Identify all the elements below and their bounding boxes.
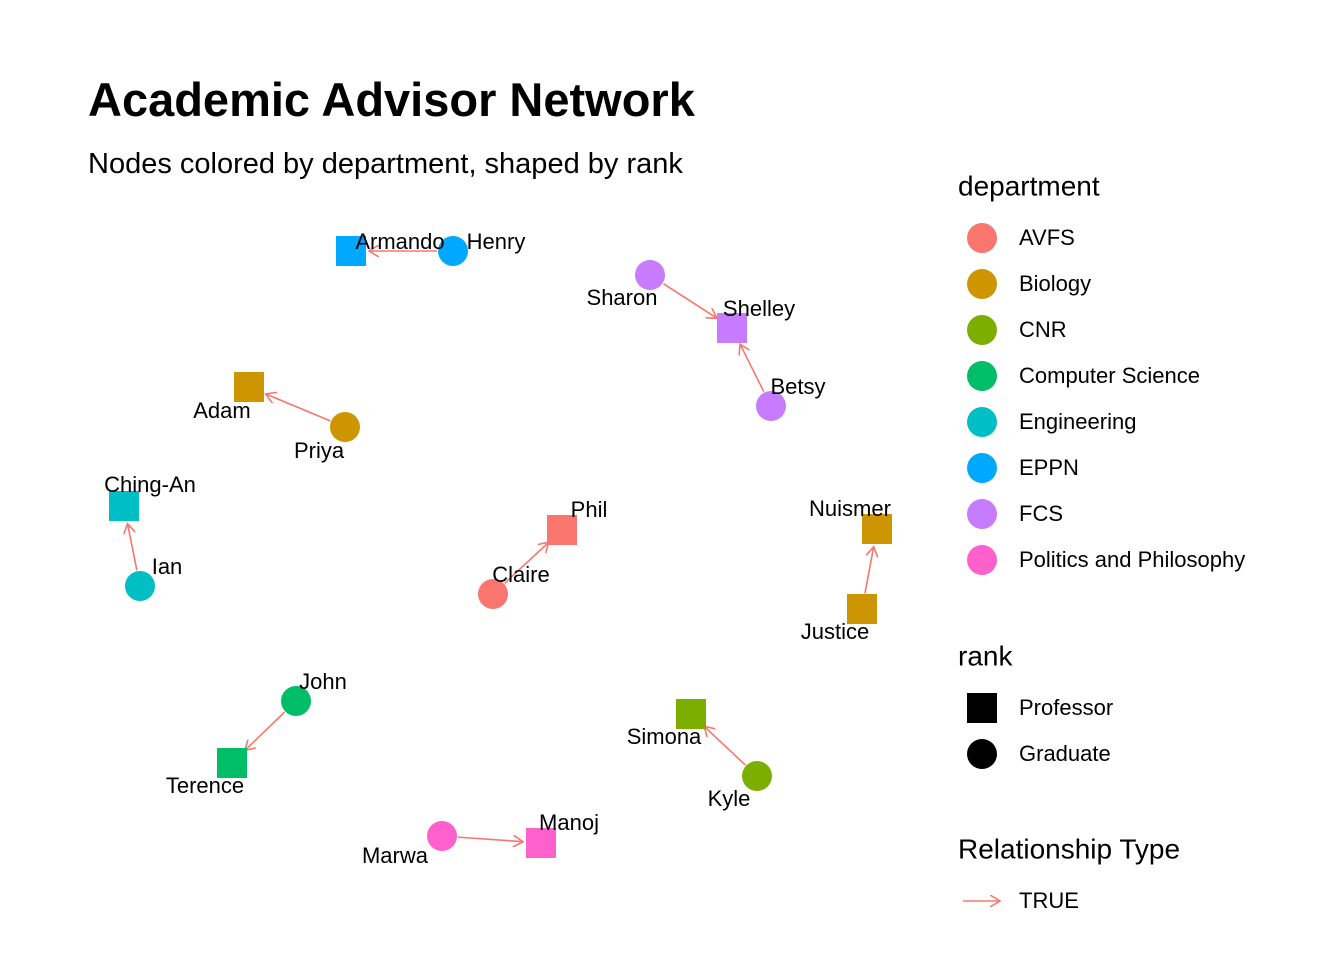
node-armando[interactable]	[336, 236, 366, 266]
node-kyle[interactable]	[742, 761, 772, 791]
legend-label-computer-science: Computer Science	[1019, 363, 1200, 388]
chart-title: Academic Advisor Network	[88, 73, 695, 126]
node-label-priya: Priya	[294, 438, 345, 463]
node-label-shelley: Shelley	[723, 296, 795, 321]
legend: department AVFS Biology CNR Computer Science…	[958, 170, 1245, 912]
edge-justice-to-nuismer	[864, 547, 874, 594]
edges-layer	[128, 251, 874, 842]
node-label-john: John	[299, 669, 347, 694]
edge-john-to-terence	[245, 711, 286, 750]
edge-ian-to-ching-an	[128, 524, 138, 571]
node-priya[interactable]	[330, 412, 360, 442]
node-adam[interactable]	[234, 372, 264, 402]
legend-key-politics-and-philosophy	[967, 545, 997, 575]
node-betsy[interactable]	[756, 391, 786, 421]
node-label-ian: Ian	[152, 554, 183, 579]
edge-sharon-to-shelley	[663, 283, 716, 319]
node-label-claire: Claire	[492, 562, 549, 587]
node-label-ching-an: Ching-An	[104, 472, 196, 497]
edge-betsy-to-shelley	[740, 344, 765, 393]
legend-label-politics-and-philosophy: Politics and Philosophy	[1019, 547, 1245, 572]
legend-key-cnr	[967, 315, 997, 345]
node-label-manoj: Manoj	[539, 810, 599, 835]
legend-key-computer-science	[967, 361, 997, 391]
node-label-terence: Terence	[166, 773, 244, 798]
legend-key-avfs	[967, 223, 997, 253]
node-label-betsy: Betsy	[770, 374, 825, 399]
legend-label-graduate: Graduate	[1019, 741, 1111, 766]
node-henry[interactable]	[438, 236, 468, 266]
legend-label-avfs: AVFS	[1019, 225, 1075, 250]
edge-kyle-to-simona	[704, 726, 746, 766]
node-label-simona: Simona	[627, 724, 702, 749]
legend-label-professor: Professor	[1019, 695, 1113, 720]
legend-label-biology: Biology	[1019, 271, 1091, 296]
legend-key-circle	[967, 739, 997, 769]
node-label-adam: Adam	[193, 398, 250, 423]
node-label-henry: Henry	[467, 229, 526, 254]
node-label-marwa: Marwa	[362, 843, 429, 868]
node-label-armando: Armando	[355, 229, 444, 254]
legend-key-square	[967, 693, 997, 723]
legend-label-true: TRUE	[1019, 888, 1079, 913]
node-manoj[interactable]	[526, 828, 556, 858]
legend-key-engineering	[967, 407, 997, 437]
node-john[interactable]	[281, 686, 311, 716]
edge-marwa-to-manoj	[457, 837, 523, 842]
node-label-kyle: Kyle	[708, 786, 751, 811]
legend-key-fcs	[967, 499, 997, 529]
node-label-sharon: Sharon	[587, 285, 658, 310]
node-ching-an[interactable]	[109, 491, 139, 521]
node-sharon[interactable]	[635, 260, 665, 290]
node-label-phil: Phil	[571, 497, 608, 522]
node-nuismer[interactable]	[862, 514, 892, 544]
legend-department-title: department	[958, 170, 1100, 201]
labels-layer: Armando Henry Sharon Shelley Betsy Adam Priya C…	[104, 229, 891, 868]
legend-relationship-title: Relationship Type	[958, 833, 1180, 864]
legend-label-fcs: FCS	[1019, 501, 1063, 526]
legend-key-biology	[967, 269, 997, 299]
legend-rank-title: rank	[958, 640, 1013, 671]
node-ian[interactable]	[125, 571, 155, 601]
chart-subtitle: Nodes colored by department, shaped by r…	[88, 148, 683, 180]
node-justice[interactable]	[847, 594, 877, 624]
edge-claire-to-phil	[504, 542, 549, 584]
node-phil[interactable]	[547, 515, 577, 545]
node-shelley[interactable]	[717, 313, 747, 343]
node-label-nuismer: Nuismer	[809, 496, 891, 521]
edge-priya-to-adam	[266, 394, 331, 422]
legend-label-engineering: Engineering	[1019, 409, 1136, 434]
legend-label-cnr: CNR	[1019, 317, 1067, 342]
node-simona[interactable]	[676, 699, 706, 729]
node-label-justice: Justice	[801, 619, 869, 644]
node-claire[interactable]	[478, 579, 508, 609]
node-marwa[interactable]	[427, 821, 457, 851]
node-terence[interactable]	[217, 748, 247, 778]
legend-key-eppn	[967, 453, 997, 483]
legend-label-eppn: EPPN	[1019, 455, 1079, 480]
nodes-layer	[109, 236, 892, 858]
